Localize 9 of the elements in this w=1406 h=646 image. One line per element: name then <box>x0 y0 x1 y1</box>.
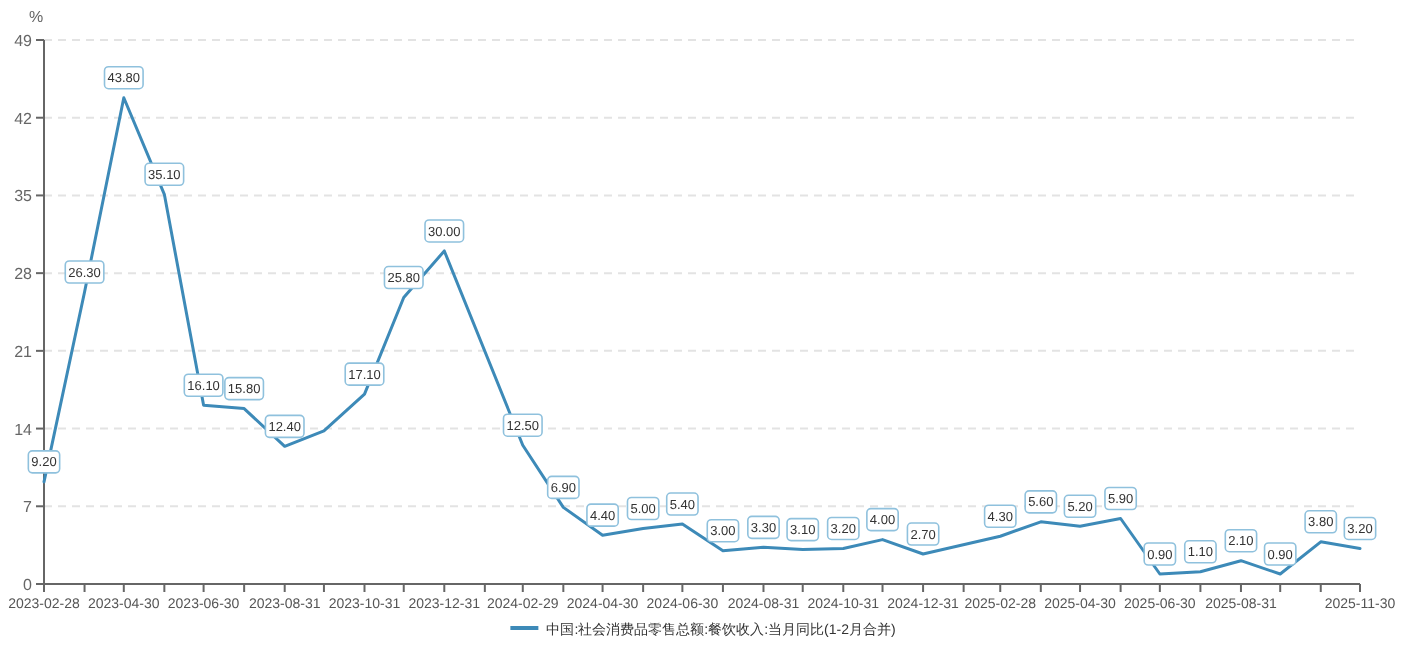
y-tick-label: 28 <box>14 265 34 284</box>
y-tick-label: 35 <box>14 187 34 206</box>
y-tick-label: 0 <box>23 576 34 594</box>
y-axis-title: % <box>28 8 44 26</box>
y-tick-label: 21 <box>14 342 34 361</box>
y-tick-label: 14 <box>14 420 34 439</box>
y-tick-label: 49 <box>14 32 34 50</box>
y-tick-label: 7 <box>23 498 34 517</box>
y-tick-label: 42 <box>14 109 34 128</box>
